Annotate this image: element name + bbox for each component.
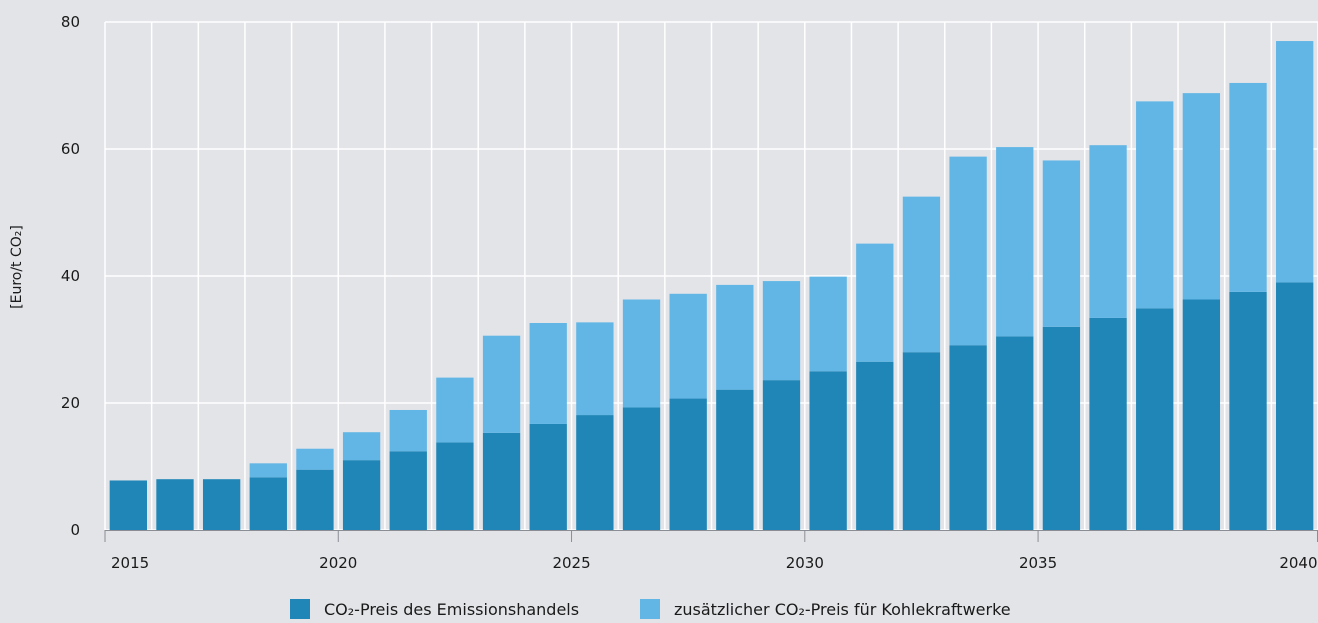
bar-2027-series-2 (669, 293, 707, 399)
y-tick-label: 0 (70, 521, 80, 539)
y-tick-label: 80 (61, 13, 80, 31)
bar-2024-series-1 (529, 423, 567, 530)
x-tick-label: 2015 (111, 554, 149, 572)
legend-swatch (290, 599, 310, 619)
bar-2019-series-2 (296, 448, 334, 470)
bar-2023-series-1 (482, 432, 521, 530)
bar-2035-series-1 (1042, 326, 1081, 530)
bar-2031-series-1 (856, 361, 894, 530)
bar-2039-series-1 (1229, 291, 1267, 530)
bar-2024-series-2 (529, 322, 567, 424)
bar-2018-series-2 (249, 463, 287, 478)
y-tick-label: 60 (61, 140, 80, 158)
bar-2027-series-1 (669, 398, 707, 530)
legend: CO₂-Preis des Emissionshandels zusätzlich… (290, 599, 1011, 619)
y-axis-title: [Euro/t CO₂] (9, 225, 25, 309)
bar-2023-series-2 (482, 335, 521, 433)
bar-2039-series-2 (1229, 82, 1267, 292)
legend-label: CO₂-Preis des Emissionshandels (324, 600, 579, 619)
y-tick-label: 20 (61, 394, 80, 412)
legend-swatch (640, 599, 660, 619)
bar-2033-series-1 (949, 345, 987, 530)
bar-2032-series-1 (902, 352, 941, 530)
bar-2040-series-2 (1276, 41, 1314, 283)
bars (109, 41, 1314, 530)
bar-2020-series-1 (342, 460, 381, 530)
bar-2036-series-2 (1089, 145, 1127, 318)
bar-2016-series-1 (156, 479, 194, 530)
bar-2029-series-2 (762, 281, 801, 381)
bar-2033-series-2 (949, 156, 987, 346)
bar-2028-series-2 (716, 284, 754, 390)
legend-label: zusätzlicher CO₂-Preis für Kohlekraftwer… (674, 600, 1011, 619)
grid (104, 21, 1318, 531)
bar-2019-series-1 (296, 469, 334, 530)
x-tick-label: 2040 (1279, 554, 1317, 572)
bar-2017-series-1 (202, 479, 241, 530)
bar-2030-series-1 (809, 371, 847, 530)
bar-2038-series-1 (1182, 299, 1221, 530)
bar-2022-series-1 (436, 442, 474, 530)
bar-2040-series-1 (1276, 282, 1314, 530)
bar-2030-series-2 (809, 276, 847, 372)
y-tick-label: 40 (61, 267, 80, 285)
bar-2021-series-1 (389, 451, 427, 530)
bar-2031-series-2 (856, 243, 894, 362)
bar-2029-series-1 (762, 380, 801, 530)
bar-2020-series-2 (342, 432, 381, 461)
bar-2018-series-1 (249, 477, 287, 530)
bar-2036-series-1 (1089, 317, 1127, 530)
x-tick-label: 2035 (1019, 554, 1057, 572)
bar-2038-series-2 (1182, 93, 1221, 300)
bar-2034-series-2 (996, 147, 1034, 337)
bar-2015-series-1 (109, 480, 147, 530)
bar-2025-series-1 (576, 415, 614, 530)
x-tick-label: 2025 (552, 554, 590, 572)
bar-2025-series-2 (576, 322, 614, 416)
x-tick-label: 2030 (786, 554, 824, 572)
bar-2035-series-2 (1042, 160, 1081, 327)
bar-2037-series-1 (1136, 308, 1174, 530)
x-tick-label: 2020 (319, 554, 357, 572)
bar-2037-series-2 (1136, 101, 1174, 309)
bar-2021-series-2 (389, 409, 427, 452)
bar-2022-series-2 (436, 377, 474, 443)
bar-2026-series-2 (622, 299, 661, 408)
bar-2026-series-1 (622, 407, 661, 530)
bar-2034-series-1 (996, 336, 1034, 530)
bar-2032-series-2 (902, 196, 941, 353)
bar-2028-series-1 (716, 389, 754, 530)
